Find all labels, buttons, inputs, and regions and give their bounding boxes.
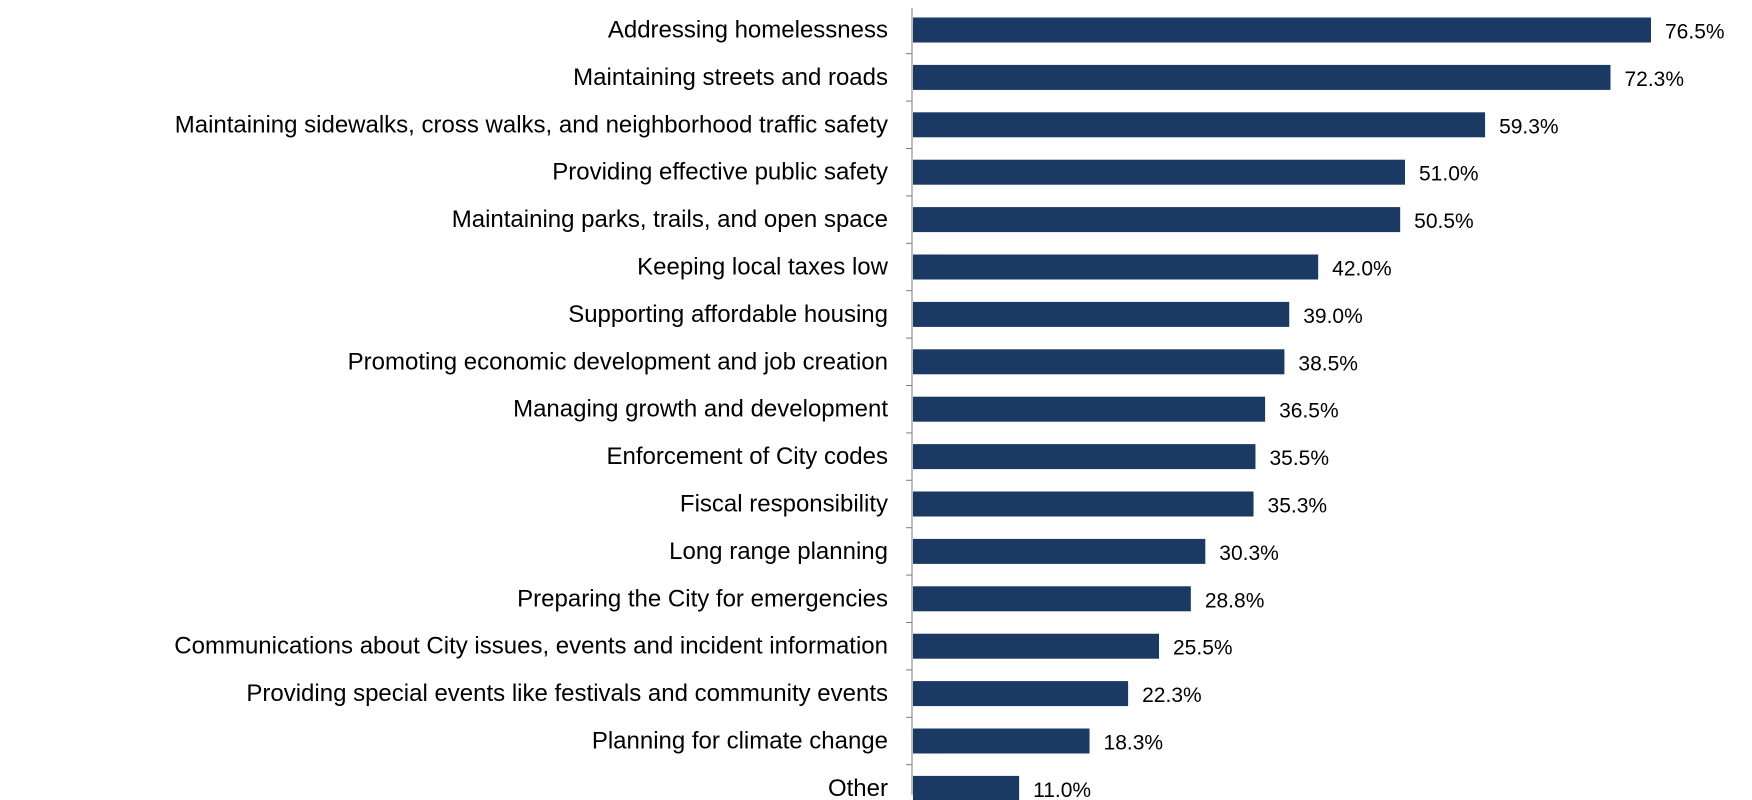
category-label: Other bbox=[828, 775, 888, 800]
value-label: 35.3% bbox=[1268, 495, 1328, 518]
value-label: 28.8% bbox=[1205, 589, 1265, 612]
value-label: 36.5% bbox=[1279, 400, 1339, 423]
bar bbox=[913, 538, 1206, 564]
bar bbox=[913, 728, 1090, 754]
value-label: 50.5% bbox=[1414, 210, 1474, 233]
bar bbox=[913, 681, 1129, 707]
value-label: 35.5% bbox=[1269, 447, 1329, 470]
category-label: Providing special events like festivals … bbox=[246, 680, 888, 707]
bar bbox=[913, 207, 1401, 233]
category-label: Preparing the City for emergencies bbox=[517, 585, 888, 612]
bar bbox=[913, 17, 1651, 43]
category-label: Fiscal responsibility bbox=[680, 491, 888, 518]
bar bbox=[913, 64, 1611, 90]
category-label: Providing effective public safety bbox=[552, 159, 888, 186]
category-label: Maintaining streets and roads bbox=[573, 64, 888, 91]
value-label: 30.3% bbox=[1219, 542, 1279, 565]
bar bbox=[913, 586, 1191, 612]
category-labels-layer: Addressing homelessness Maintaining stree… bbox=[174, 17, 888, 800]
bar bbox=[913, 301, 1290, 327]
value-label: 11.0% bbox=[1033, 779, 1091, 800]
y-axis bbox=[906, 8, 913, 795]
value-label: 25.5% bbox=[1173, 637, 1233, 660]
category-label: Planning for climate change bbox=[592, 728, 888, 755]
category-label: Addressing homelessness bbox=[608, 17, 888, 44]
bar bbox=[913, 254, 1319, 280]
value-label: 42.0% bbox=[1332, 258, 1392, 281]
bar bbox=[913, 491, 1254, 517]
bar bbox=[913, 444, 1256, 470]
value-labels-layer: 76.5% 72.3% 59.3% 51.0% 50.5% 42.0% 39.0% 38.5%… bbox=[1033, 21, 1724, 800]
bar bbox=[913, 775, 1020, 800]
bar bbox=[913, 633, 1159, 659]
bar bbox=[913, 112, 1486, 138]
category-label: Long range planning bbox=[669, 538, 888, 565]
category-label: Promoting economic development and job c… bbox=[348, 348, 888, 375]
bars-layer bbox=[913, 17, 1651, 800]
value-label: 38.5% bbox=[1298, 352, 1358, 375]
value-label: 39.0% bbox=[1303, 305, 1363, 328]
category-label: Managing growth and development bbox=[513, 396, 888, 423]
category-label: Maintaining parks, trails, and open spac… bbox=[452, 206, 888, 233]
bar bbox=[913, 349, 1285, 375]
value-label: 22.3% bbox=[1142, 684, 1202, 707]
bar bbox=[913, 159, 1405, 185]
bar bbox=[913, 396, 1266, 422]
category-label: Maintaining sidewalks, cross walks, and … bbox=[175, 111, 888, 138]
category-label: Keeping local taxes low bbox=[637, 254, 888, 281]
value-label: 18.3% bbox=[1104, 732, 1164, 755]
category-label: Supporting affordable housing bbox=[568, 301, 888, 328]
value-label: 59.3% bbox=[1499, 115, 1559, 138]
category-label: Enforcement of City codes bbox=[607, 443, 888, 470]
value-label: 51.0% bbox=[1419, 163, 1479, 186]
value-label: 76.5% bbox=[1665, 21, 1725, 44]
category-label: Communications about City issues, events… bbox=[174, 633, 888, 660]
value-label: 72.3% bbox=[1624, 68, 1684, 91]
